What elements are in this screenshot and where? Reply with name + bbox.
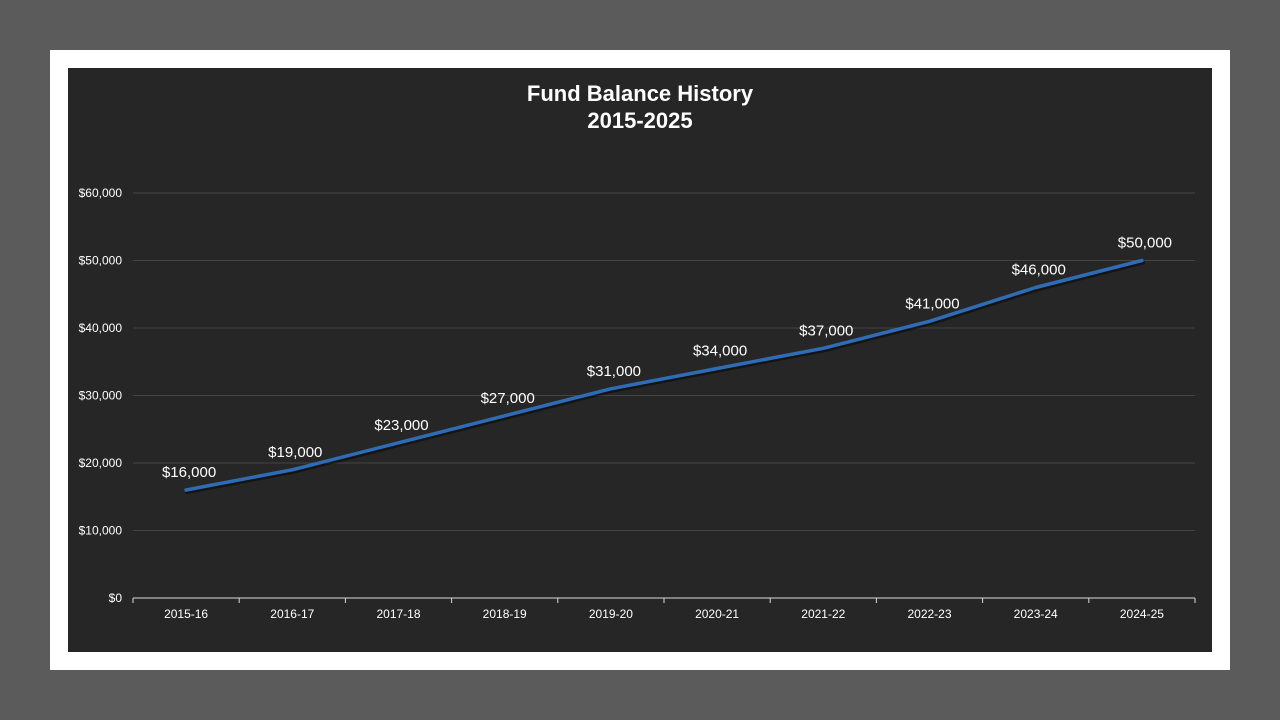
x-tick-label: 2019-20 [589,607,633,621]
chart-title: Fund Balance History [526,81,754,106]
chart-area: Fund Balance History 2015-2025 $0 $10,000… [68,68,1212,652]
data-label: $16,000 [162,464,216,481]
data-label: $50,000 [1118,235,1172,252]
data-point [1140,259,1144,262]
x-tick-label: 2024-25 [1120,607,1164,621]
data-point [503,414,507,418]
data-point [1034,286,1038,289]
data-label: $34,000 [693,343,747,360]
data-point [609,387,613,391]
x-tick-label: 2020-21 [695,607,739,621]
data-point [821,346,825,350]
data-point [928,319,931,323]
x-tick-label: 2015-16 [164,607,208,621]
data-label: $27,000 [481,390,535,407]
data-point [397,441,400,445]
y-tick-label: $40,000 [79,321,123,335]
y-tick-label: $50,000 [79,254,123,268]
x-tick-label: 2017-18 [376,607,420,621]
data-label: $23,000 [374,417,428,434]
x-tick-label: 2022-23 [907,607,951,621]
y-tick-label: $60,000 [79,186,123,200]
chart-subtitle: 2015-2025 [587,108,693,133]
data-label: $46,000 [1012,262,1066,279]
x-tick-label: 2023-24 [1014,607,1058,621]
data-point [290,468,294,472]
data-label: $19,000 [268,444,322,461]
x-tick-label: 2016-17 [270,607,314,621]
series-line-shadow [185,260,1145,494]
y-tick-label: $0 [109,591,123,605]
series-line [184,258,1144,492]
x-tick-label: 2021-22 [801,607,845,621]
y-tick-label: $20,000 [79,456,123,470]
data-label: $31,000 [587,363,641,380]
data-label: $37,000 [799,322,853,339]
y-tick-label: $30,000 [79,389,123,403]
chart-title-block: Fund Balance History 2015-2025 [68,80,1212,134]
x-tick-label: 2018-19 [483,607,527,621]
data-point [715,367,719,370]
y-tick-label: $10,000 [79,524,123,538]
data-point [184,488,188,492]
data-label: $41,000 [905,295,959,312]
line-chart: $0 $10,000 $20,000 $30,000 $40,000 $50,000 $60… [79,186,1196,621]
chart-frame: Fund Balance History 2015-2025 $0 $10,000… [50,50,1230,670]
